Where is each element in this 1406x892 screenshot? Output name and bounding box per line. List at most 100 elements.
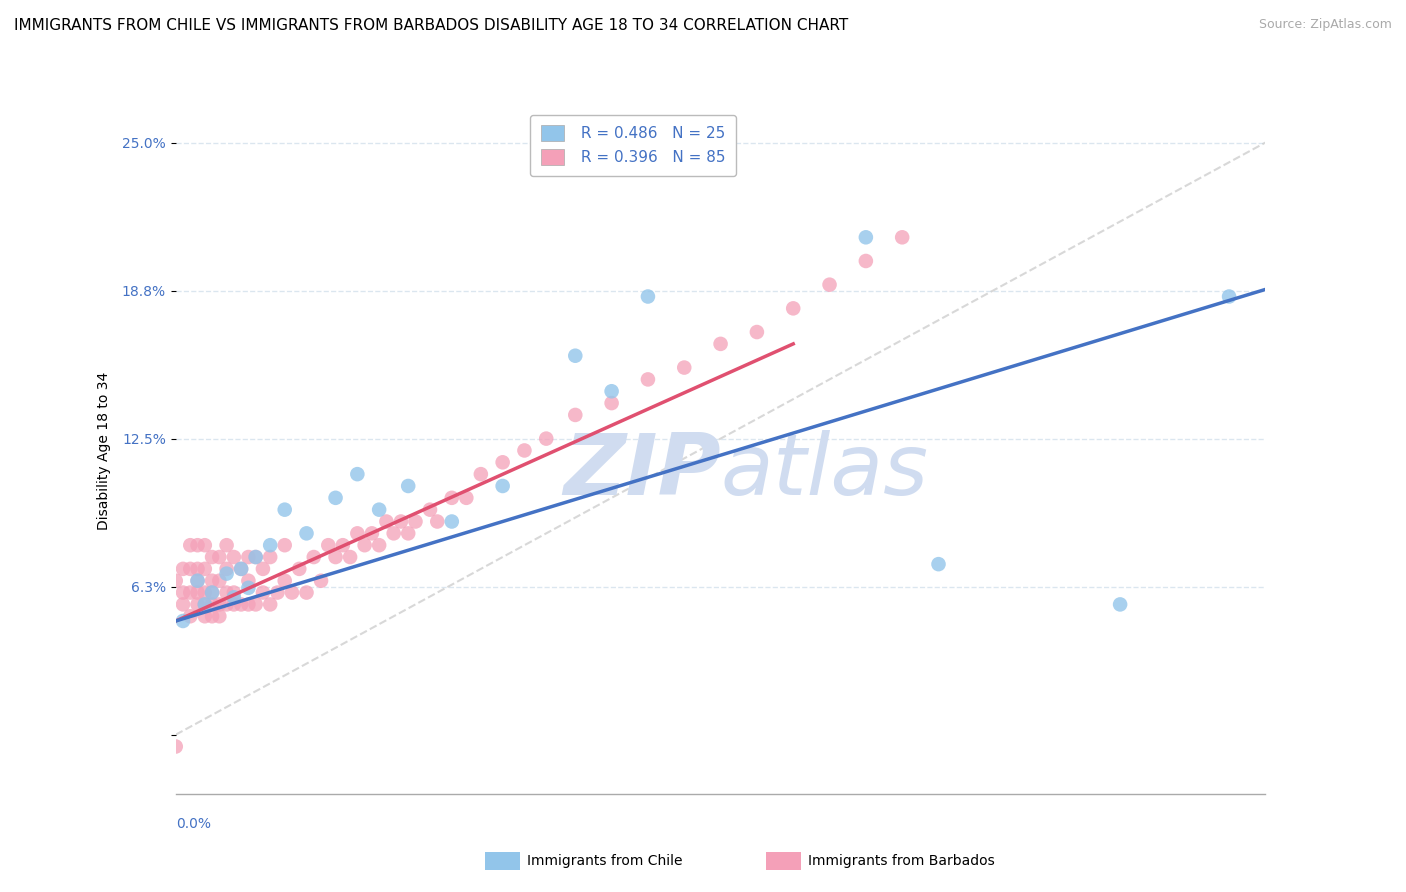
Point — [318, 538, 340, 552]
Text: ZIP: ZIP — [562, 430, 721, 513]
Point — [172, 585, 194, 599]
Point — [245, 549, 267, 564]
Point — [186, 538, 209, 552]
Point — [440, 491, 463, 505]
Point — [172, 598, 194, 612]
Point — [396, 526, 419, 541]
Point — [238, 581, 260, 595]
Y-axis label: Disability Age 18 to 34: Disability Age 18 to 34 — [97, 371, 111, 530]
Point — [274, 502, 297, 516]
Point — [360, 526, 382, 541]
Point — [1218, 289, 1240, 303]
Point — [186, 574, 209, 588]
Legend:  R = 0.486   N = 25,  R = 0.396   N = 85: R = 0.486 N = 25, R = 0.396 N = 85 — [530, 115, 737, 176]
Point — [419, 502, 441, 516]
Point — [215, 566, 238, 581]
Point — [201, 585, 224, 599]
Point — [238, 549, 260, 564]
Point — [194, 609, 217, 624]
Point — [194, 562, 217, 576]
Point — [673, 360, 696, 375]
Point — [637, 289, 659, 303]
Point — [186, 562, 209, 576]
Point — [215, 538, 238, 552]
Point — [231, 562, 253, 576]
Point — [179, 562, 201, 576]
Point — [215, 598, 238, 612]
Point — [266, 585, 288, 599]
Point — [405, 515, 427, 529]
Point — [745, 325, 768, 339]
Point — [245, 598, 267, 612]
Point — [928, 557, 950, 571]
Point — [172, 562, 194, 576]
Point — [564, 408, 586, 422]
Text: IMMIGRANTS FROM CHILE VS IMMIGRANTS FROM BARBADOS DISABILITY AGE 18 TO 34 CORREL: IMMIGRANTS FROM CHILE VS IMMIGRANTS FROM… — [14, 18, 848, 33]
Point — [208, 598, 231, 612]
Point — [165, 574, 187, 588]
Point — [288, 562, 311, 576]
Point — [252, 562, 274, 576]
Text: 0.0%: 0.0% — [176, 816, 211, 830]
Point — [222, 591, 245, 605]
Point — [389, 515, 412, 529]
Text: atlas: atlas — [721, 430, 928, 513]
Point — [208, 609, 231, 624]
Point — [295, 526, 318, 541]
Point — [179, 609, 201, 624]
Point — [368, 538, 391, 552]
Point — [222, 585, 245, 599]
Point — [222, 598, 245, 612]
Point — [637, 372, 659, 386]
Point — [332, 538, 354, 552]
Point — [302, 549, 325, 564]
Point — [201, 585, 224, 599]
Point — [208, 574, 231, 588]
Point — [353, 538, 375, 552]
Point — [165, 739, 187, 754]
Point — [1109, 598, 1132, 612]
Point — [295, 585, 318, 599]
Point — [855, 254, 877, 268]
Point — [600, 396, 623, 410]
Point — [201, 574, 224, 588]
Text: Immigrants from Barbados: Immigrants from Barbados — [808, 854, 995, 868]
Point — [600, 384, 623, 399]
Point — [492, 455, 515, 469]
Point — [513, 443, 536, 458]
Point — [201, 609, 224, 624]
Point — [231, 598, 253, 612]
Point — [208, 549, 231, 564]
Text: Immigrants from Chile: Immigrants from Chile — [527, 854, 683, 868]
Point — [325, 549, 347, 564]
Point — [470, 467, 492, 482]
Point — [259, 549, 281, 564]
Point — [710, 337, 733, 351]
Point — [238, 598, 260, 612]
Point — [215, 562, 238, 576]
Point — [186, 585, 209, 599]
Point — [281, 585, 304, 599]
Point — [222, 549, 245, 564]
Point — [891, 230, 914, 244]
Point — [375, 515, 398, 529]
Point — [274, 538, 297, 552]
Point — [179, 538, 201, 552]
Point — [245, 549, 267, 564]
Point — [346, 526, 368, 541]
Point — [238, 574, 260, 588]
Point — [215, 585, 238, 599]
Point — [259, 598, 281, 612]
Point — [172, 614, 194, 628]
Text: Source: ZipAtlas.com: Source: ZipAtlas.com — [1258, 18, 1392, 31]
Point — [339, 549, 361, 564]
Point — [456, 491, 478, 505]
Point — [440, 515, 463, 529]
Point — [382, 526, 405, 541]
Point — [201, 598, 224, 612]
Point — [194, 598, 217, 612]
Point — [818, 277, 841, 292]
Point — [782, 301, 804, 316]
Point — [309, 574, 332, 588]
Point — [346, 467, 368, 482]
